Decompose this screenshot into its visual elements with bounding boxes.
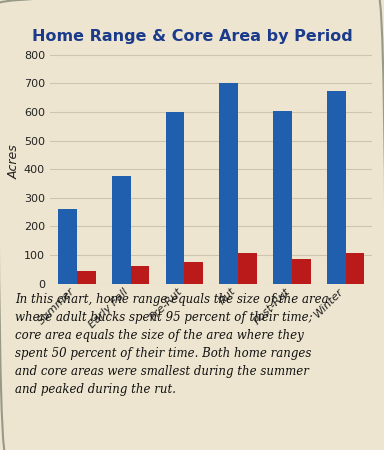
Bar xyxy=(292,259,311,284)
Bar xyxy=(112,176,131,284)
Bar xyxy=(273,111,292,284)
Y-axis label: Acres: Acres xyxy=(8,144,21,180)
Text: In this chart, home range equals the size of the area
where adult bucks spent 95: In this chart, home range equals the siz… xyxy=(15,292,329,396)
Bar xyxy=(327,90,346,284)
Bar xyxy=(184,262,203,284)
Bar xyxy=(238,253,257,284)
Bar xyxy=(131,266,149,284)
Bar xyxy=(166,112,184,284)
Bar xyxy=(58,209,77,284)
Text: Home Range & Core Area by Period: Home Range & Core Area by Period xyxy=(31,29,353,44)
Bar xyxy=(346,253,364,284)
Bar xyxy=(77,270,96,284)
Bar xyxy=(219,83,238,284)
